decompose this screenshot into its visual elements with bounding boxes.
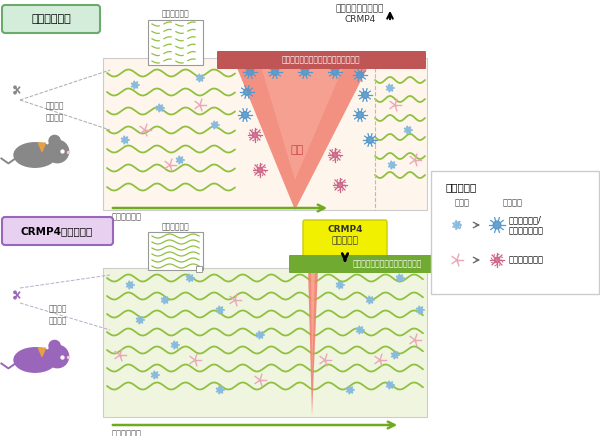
Text: ミクログリア/
マクロファージ: ミクログリア/ マクロファージ <box>509 215 544 235</box>
Polygon shape <box>38 143 46 151</box>
Text: CRMP4
遺伝子欠損: CRMP4 遺伝子欠損 <box>327 225 363 245</box>
FancyBboxPatch shape <box>103 58 427 210</box>
Circle shape <box>332 152 338 158</box>
Text: 損傷: 損傷 <box>290 145 304 155</box>
Circle shape <box>362 92 368 98</box>
Polygon shape <box>235 63 370 210</box>
Text: 炎症性細胞: 炎症性細胞 <box>445 182 476 192</box>
FancyBboxPatch shape <box>303 220 387 259</box>
Text: 再生阻害効果の強い
CRMP4: 再生阻害効果の強い CRMP4 <box>336 4 384 24</box>
Circle shape <box>493 221 501 229</box>
Text: 細胞骨格安定: 細胞骨格安定 <box>161 222 189 232</box>
Circle shape <box>367 137 373 143</box>
Polygon shape <box>260 63 345 180</box>
Circle shape <box>356 112 364 118</box>
FancyBboxPatch shape <box>2 5 100 33</box>
Circle shape <box>252 132 258 138</box>
Circle shape <box>49 341 60 351</box>
Circle shape <box>494 257 500 263</box>
Circle shape <box>257 167 263 173</box>
Ellipse shape <box>14 348 56 372</box>
Circle shape <box>244 89 250 95</box>
Text: 神経シグナル: 神経シグナル <box>112 429 142 436</box>
FancyBboxPatch shape <box>148 232 203 270</box>
Text: CRMP4欠損マウス: CRMP4欠損マウス <box>21 226 93 236</box>
FancyBboxPatch shape <box>289 255 486 273</box>
Circle shape <box>46 345 68 368</box>
Circle shape <box>332 69 338 75</box>
FancyBboxPatch shape <box>217 51 426 69</box>
Text: 脳からの
神経線維: 脳からの 神経線維 <box>49 305 67 325</box>
Text: 活性化型: 活性化型 <box>503 198 523 208</box>
Text: 損傷部位を超えて伸びた神経線維: 損傷部位を超えて伸びた神経線維 <box>352 259 422 269</box>
Polygon shape <box>38 348 46 357</box>
FancyBboxPatch shape <box>196 266 202 272</box>
Circle shape <box>242 112 248 118</box>
Text: 休止型: 休止型 <box>455 198 470 208</box>
Ellipse shape <box>14 143 56 167</box>
Text: アストロサイト: アストロサイト <box>509 255 544 265</box>
Circle shape <box>247 69 253 75</box>
Text: 細胞骨格崩壊: 細胞骨格崩壊 <box>161 10 189 18</box>
Polygon shape <box>311 268 315 380</box>
FancyBboxPatch shape <box>103 268 427 417</box>
Circle shape <box>302 69 308 75</box>
FancyBboxPatch shape <box>431 171 599 294</box>
Circle shape <box>272 69 278 75</box>
Text: 損傷部以降、神経線維が伸びていない: 損傷部以降、神経線維が伸びていない <box>281 55 361 65</box>
FancyBboxPatch shape <box>2 217 113 245</box>
Polygon shape <box>308 268 318 416</box>
Text: 神経シグナル: 神経シグナル <box>112 212 142 221</box>
Circle shape <box>356 72 364 78</box>
Circle shape <box>46 140 68 163</box>
Text: 野性型マウス: 野性型マウス <box>31 14 71 24</box>
FancyBboxPatch shape <box>148 20 203 65</box>
Text: 脳からの
神経線維: 脳からの 神経線維 <box>46 102 64 123</box>
Circle shape <box>49 136 60 146</box>
Circle shape <box>337 182 343 188</box>
